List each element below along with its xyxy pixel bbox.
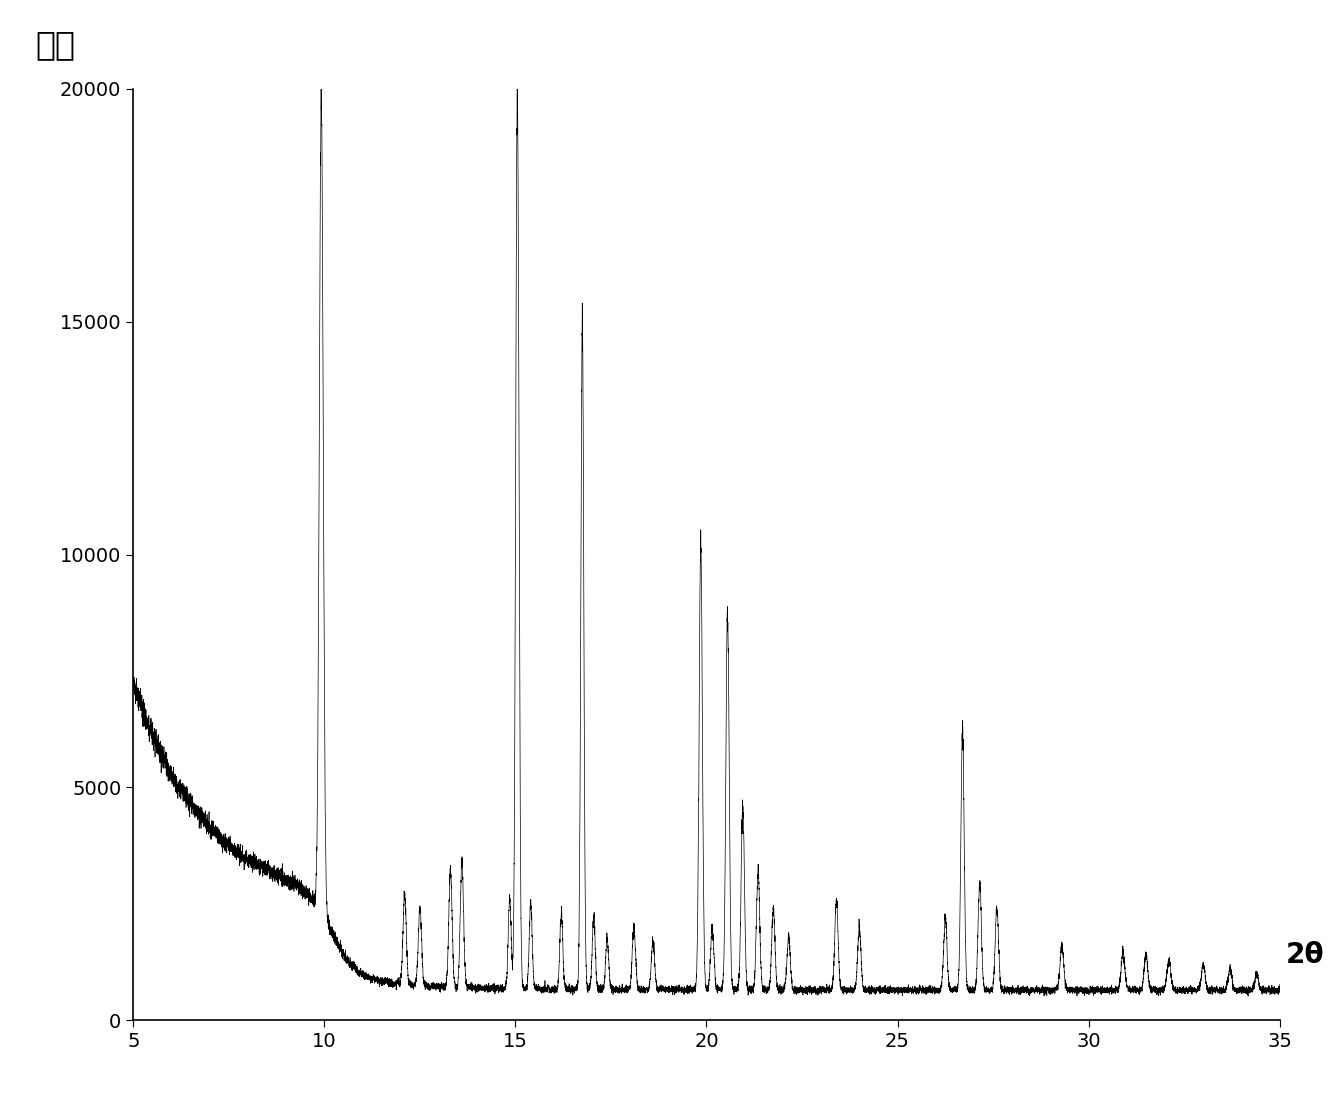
Text: 2θ: 2θ: [1285, 942, 1324, 969]
Text: 计数: 计数: [36, 28, 76, 61]
